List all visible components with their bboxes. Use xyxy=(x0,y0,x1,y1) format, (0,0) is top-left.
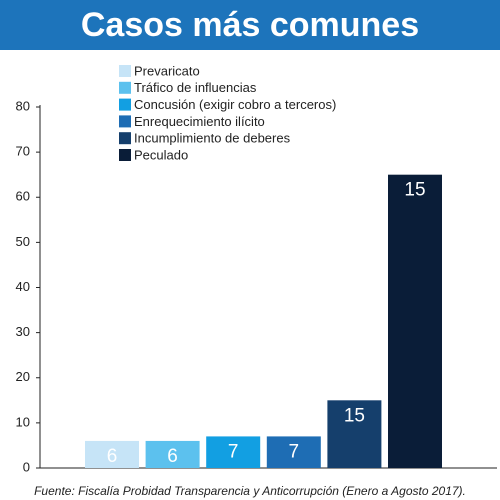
bar xyxy=(85,440,139,468)
bar xyxy=(145,440,200,468)
y-tick-label: 70 xyxy=(16,144,30,159)
bar-label: 7 xyxy=(289,441,300,462)
bar xyxy=(327,400,382,468)
legend-swatch xyxy=(119,132,131,145)
chart-title: Casos más comunes xyxy=(81,6,419,44)
legend-label: Concusión (exigir cobro a terceros) xyxy=(134,97,336,112)
legend-label: Enrequecimiento ilícito xyxy=(134,114,265,129)
bar-label: 15 xyxy=(344,405,365,426)
bar-label: 6 xyxy=(107,446,118,467)
legend-swatch xyxy=(119,65,131,77)
y-tick-label: 60 xyxy=(16,189,30,204)
legend-label: Incumplimiento de deberes xyxy=(134,131,291,146)
y-tick-label: 40 xyxy=(16,279,30,294)
y-tick-label: 50 xyxy=(16,234,30,249)
y-tick-label: 80 xyxy=(16,98,30,113)
legend-swatch xyxy=(119,149,131,161)
y-tick-label: 20 xyxy=(16,369,30,384)
legend-label: Tráfico de influencias xyxy=(134,80,257,95)
legend-swatch xyxy=(119,98,131,111)
legend-label: Peculado xyxy=(134,147,188,162)
legend-swatch xyxy=(119,115,131,128)
y-tick-label: 30 xyxy=(16,324,30,339)
bar-label: 15 xyxy=(404,180,425,201)
title-banner xyxy=(0,0,500,50)
bar xyxy=(266,436,321,468)
bar xyxy=(388,174,442,468)
source-note: Fuente: Fiscalía Probidad Transparencia … xyxy=(34,484,466,498)
y-tick-label: 0 xyxy=(23,459,30,474)
y-tick-label: 10 xyxy=(16,414,30,429)
bar xyxy=(206,436,261,468)
bar-label: 6 xyxy=(167,446,178,467)
legend-label: Prevaricato xyxy=(134,63,200,78)
legend-swatch xyxy=(119,81,131,94)
bar-label: 7 xyxy=(228,441,239,462)
